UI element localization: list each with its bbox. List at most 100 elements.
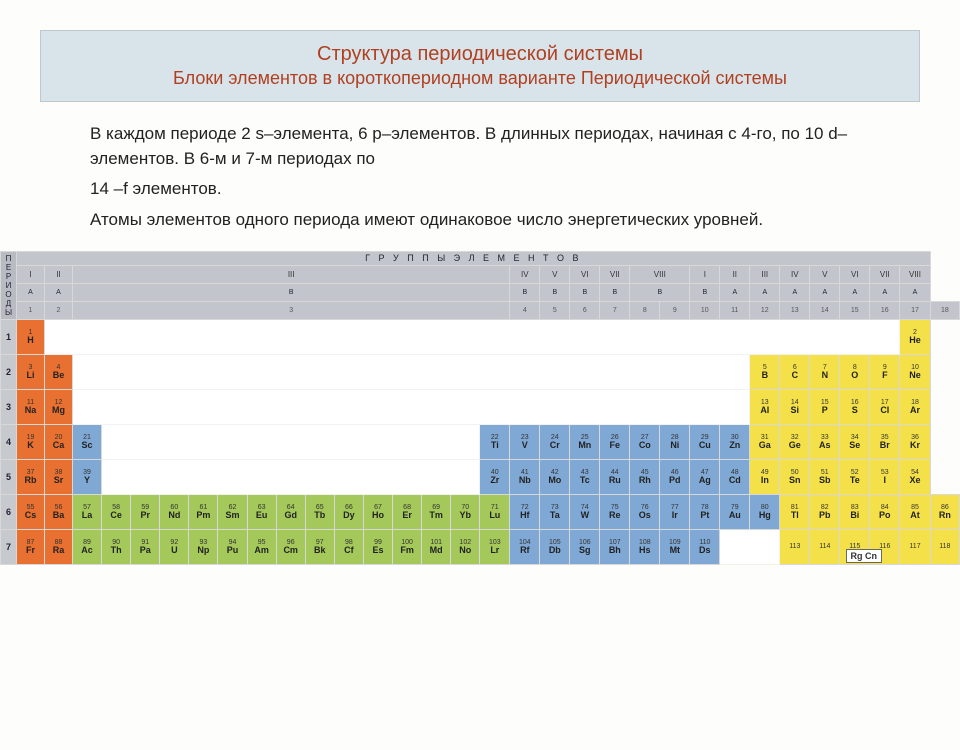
- sub-b8: B: [630, 283, 690, 301]
- sub-b7: B: [600, 283, 630, 301]
- col-11: 11: [720, 301, 750, 319]
- el-Tl: 81Tl: [780, 494, 810, 529]
- el-Pr: 59Pr: [131, 494, 160, 529]
- grp-11: III: [750, 265, 780, 283]
- col-10: 10: [690, 301, 720, 319]
- el-K: 19K: [17, 424, 45, 459]
- el-Cm: 96Cm: [276, 529, 305, 564]
- el-Pb: 82Pb: [810, 494, 840, 529]
- el-Tc: 43Tc: [570, 459, 600, 494]
- grp-6: VI: [570, 265, 600, 283]
- col-13: 13: [780, 301, 810, 319]
- el-U: 92U: [160, 529, 189, 564]
- el-Ti: 22Ti: [480, 424, 510, 459]
- el-Ce: 58Ce: [102, 494, 131, 529]
- el-In: 49In: [750, 459, 780, 494]
- el-Cr: 24Cr: [540, 424, 570, 459]
- col-2: 2: [45, 301, 73, 319]
- el-Bk: 97Bk: [305, 529, 334, 564]
- el-Dy: 66Dy: [334, 494, 363, 529]
- el-Th: 90Th: [102, 529, 131, 564]
- el-Zn: 30Zn: [720, 424, 750, 459]
- col-5: 5: [540, 301, 570, 319]
- el-Lr: 103Lr: [480, 529, 510, 564]
- el-Zr: 40Zr: [480, 459, 510, 494]
- sub-b3: B: [73, 283, 510, 301]
- el-Am: 95Am: [247, 529, 276, 564]
- periodic-table-wrap: ПЕРИОДЫ Г Р У П П Ы Э Л Е М Е Н Т О В I …: [0, 251, 960, 565]
- col-12: 12: [750, 301, 780, 319]
- period-3: 3: [1, 389, 17, 424]
- el-Ac: 89Ac: [73, 529, 102, 564]
- el-Sm: 62Sm: [218, 494, 247, 529]
- el-Db: 105Db: [540, 529, 570, 564]
- el-Os: 76Os: [630, 494, 660, 529]
- el-C: 6C: [780, 354, 810, 389]
- el-V: 23V: [510, 424, 540, 459]
- el-Ga: 31Ga: [750, 424, 780, 459]
- el-117: 117: [900, 529, 930, 564]
- el-Pm: 61Pm: [189, 494, 218, 529]
- el-Br: 35Br: [870, 424, 900, 459]
- el-Li: 3Li: [17, 354, 45, 389]
- el-Fr: 87Fr: [17, 529, 45, 564]
- el-Mg: 12Mg: [45, 389, 73, 424]
- el-Tb: 65Tb: [305, 494, 334, 529]
- el-S: 16S: [840, 389, 870, 424]
- el-P: 15P: [810, 389, 840, 424]
- el-Bi: 83Bi: [840, 494, 870, 529]
- grp-3: III: [73, 265, 510, 283]
- col-14: 14: [810, 301, 840, 319]
- el-114: 114: [810, 529, 840, 564]
- el-He: 2He: [900, 319, 930, 354]
- el-Mn: 25Mn: [570, 424, 600, 459]
- col-15: 15: [840, 301, 870, 319]
- title-line1: Структура периодической системы: [61, 43, 899, 66]
- period-7: 7: [1, 529, 17, 564]
- grp-14: VI: [840, 265, 870, 283]
- el-118: 118: [930, 529, 959, 564]
- grp-7: VII: [600, 265, 630, 283]
- el-Ag: 47Ag: [690, 459, 720, 494]
- sub-a14: A: [840, 283, 870, 301]
- col-16: 16: [870, 301, 900, 319]
- el-Au: 79Au: [720, 494, 750, 529]
- col-8: 8: [630, 301, 660, 319]
- el-Tm: 69Tm: [422, 494, 451, 529]
- grp-15: VII: [870, 265, 900, 283]
- col-3: 3: [73, 301, 510, 319]
- sub-a10: A: [720, 283, 750, 301]
- sub-a2: A: [45, 283, 73, 301]
- el-Cl: 17Cl: [870, 389, 900, 424]
- el-Re: 75Re: [600, 494, 630, 529]
- el-Sn: 50Sn: [780, 459, 810, 494]
- el-Ba: 56Ba: [45, 494, 73, 529]
- col-1: 1: [17, 301, 45, 319]
- period-2: 2: [1, 354, 17, 389]
- grp-4: IV: [510, 265, 540, 283]
- el-Ge: 32Ge: [780, 424, 810, 459]
- el-Ne: 10Ne: [900, 354, 930, 389]
- el-At: 85At: [900, 494, 930, 529]
- sub-a11: A: [750, 283, 780, 301]
- el-Rb: 37Rb: [17, 459, 45, 494]
- grp-1: I: [17, 265, 45, 283]
- el-Er: 68Er: [393, 494, 422, 529]
- grp-9: I: [690, 265, 720, 283]
- el-Ru: 44Ru: [600, 459, 630, 494]
- el-Hf: 72Hf: [510, 494, 540, 529]
- para-2: 14 –f элементов.: [90, 177, 870, 202]
- title-line2: Блоки элементов в короткопериодном вариа…: [61, 68, 899, 89]
- el-Ca: 20Ca: [45, 424, 73, 459]
- el-W: 74W: [570, 494, 600, 529]
- grp-12: IV: [780, 265, 810, 283]
- overlay-rg-cn: Rg Cn: [846, 549, 883, 563]
- el-Na: 11Na: [17, 389, 45, 424]
- el-Pu: 94Pu: [218, 529, 247, 564]
- el-Ho: 67Ho: [363, 494, 392, 529]
- el-Po: 84Po: [870, 494, 900, 529]
- sub-a1: A: [17, 283, 45, 301]
- el-Lu: 71Lu: [480, 494, 510, 529]
- col-18: 18: [930, 301, 959, 319]
- el-Rf: 104Rf: [510, 529, 540, 564]
